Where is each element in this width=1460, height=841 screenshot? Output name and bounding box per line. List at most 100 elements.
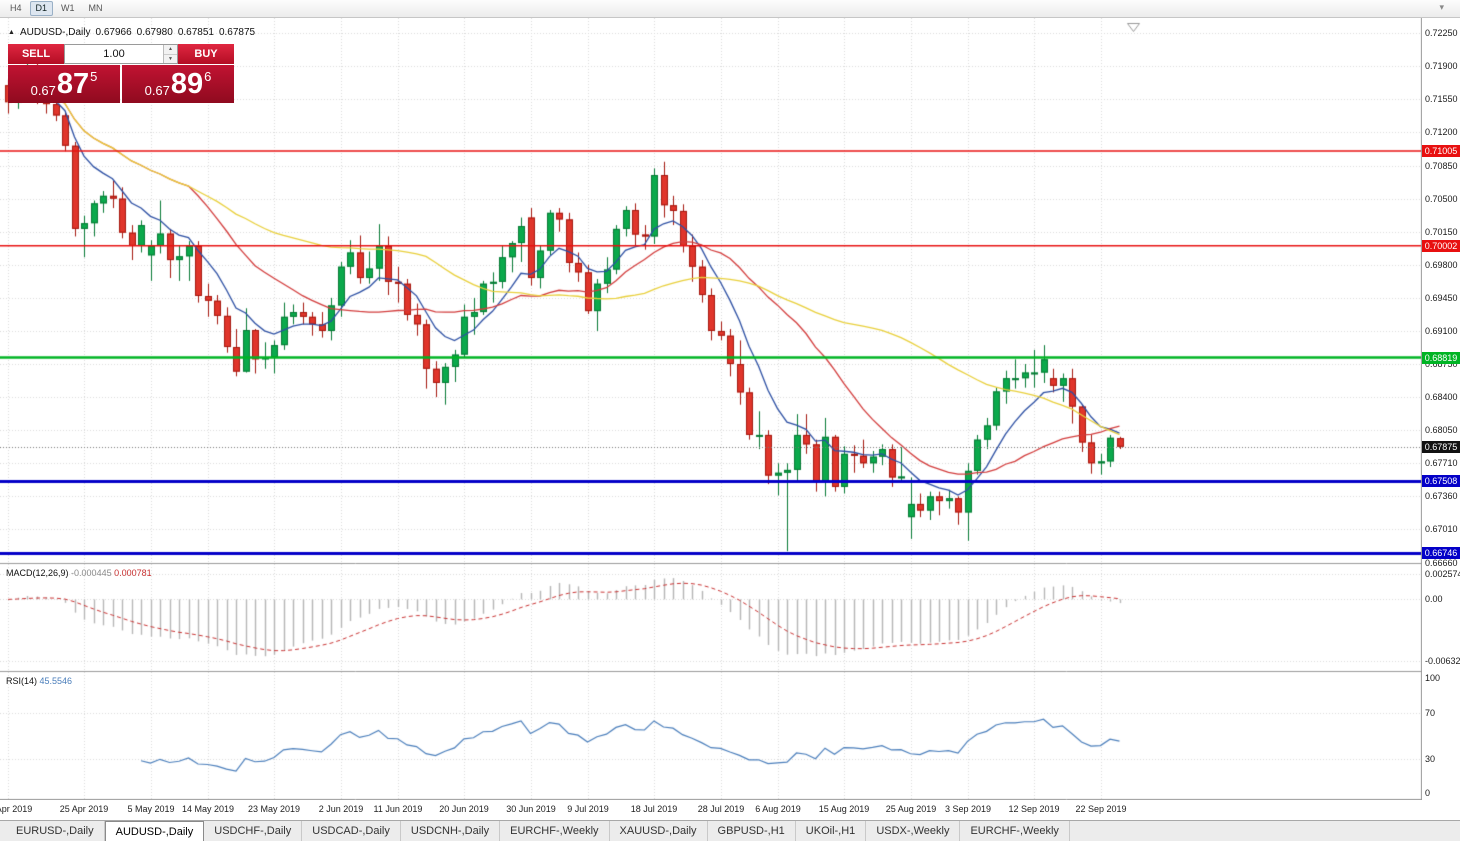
date-label: 25 Aug 2019 xyxy=(885,804,937,814)
ohlc-high: 0.67980 xyxy=(136,27,173,38)
date-label: 28 Jul 2019 xyxy=(697,804,745,814)
tab-audusd-daily[interactable]: AUDUSD-,Daily xyxy=(104,821,205,841)
rsi-tick-label: 100 xyxy=(1425,673,1441,683)
current-price-tag: 0.67875 xyxy=(1422,441,1460,453)
date-label: 3 Sep 2019 xyxy=(944,804,992,814)
ohlc-low: 0.67851 xyxy=(177,27,214,38)
ohlc-close: 0.67875 xyxy=(218,27,256,38)
rsi-tick-label: 70 xyxy=(1425,708,1436,718)
price-tick-label: 0.66660 xyxy=(1425,558,1458,568)
macd-main-value: -0.000445 xyxy=(71,568,112,578)
sell-price-base: 0.67 xyxy=(30,83,56,98)
date-label: 18 Jul 2019 xyxy=(630,804,678,814)
chart-header: ▲ AUDUSD-,Daily 0.67966 0.67980 0.67851 … xyxy=(8,27,255,38)
tab-ukoil-h1[interactable]: UKOil-,H1 xyxy=(796,821,867,841)
date-label: 23 May 2019 xyxy=(247,804,301,814)
macd-tick-label: 0.00 xyxy=(1425,594,1443,604)
date-label: 6 Aug 2019 xyxy=(755,804,801,814)
macd-tick-label: -0.006326 xyxy=(1425,656,1460,666)
tab-eurusd-daily[interactable]: EURUSD-,Daily xyxy=(6,821,105,841)
price-tick-label: 0.68400 xyxy=(1425,392,1458,402)
macd-signal-value: 0.000781 xyxy=(114,568,152,578)
date-label: 2 Jun 2019 xyxy=(318,804,364,814)
date-label: 30 Jun 2019 xyxy=(506,804,556,814)
price-tick-label: 0.71550 xyxy=(1425,94,1458,104)
date-label: 20 Jun 2019 xyxy=(439,804,489,814)
price-tag-0.71005[interactable]: 0.71005 xyxy=(1422,145,1460,157)
ohlc-open: 0.67966 xyxy=(95,27,132,38)
macd-label: MACD(12,26,9) -0.000445 0.000781 xyxy=(6,568,152,578)
tab-xauusd-daily[interactable]: XAUUSD-,Daily xyxy=(610,821,708,841)
period-button-w1[interactable]: W1 xyxy=(61,3,75,13)
rsi-value: 45.5546 xyxy=(39,676,73,686)
price-tick-label: 0.71900 xyxy=(1425,61,1458,71)
tab-usdcad-daily[interactable]: USDCAD-,Daily xyxy=(302,821,401,841)
sell-price-big: 87 xyxy=(56,68,90,100)
tab-usdcnh-daily[interactable]: USDCNH-,Daily xyxy=(401,821,501,841)
price-tick-label: 0.69800 xyxy=(1425,260,1458,270)
period-button-h4[interactable]: H4 xyxy=(10,3,22,13)
period-button-d1[interactable]: D1 xyxy=(29,1,54,16)
price-tick-label: 0.67710 xyxy=(1425,458,1458,468)
price-tick-label: 0.70150 xyxy=(1425,227,1458,237)
price-axis[interactable]: 0.72250 0.71900 0.71550 0.71200 0.70850 0.705… xyxy=(1422,18,1460,820)
rsi-name: RSI(14) xyxy=(6,676,38,686)
chart-window: ▲ AUDUSD-,Daily 0.67966 0.67980 0.67851 … xyxy=(0,18,1460,841)
price-tick-label: 0.67360 xyxy=(1425,491,1458,501)
one-click-collapse-icon[interactable]: ▲ xyxy=(8,29,15,36)
volume-value[interactable]: 1.00 xyxy=(103,48,125,60)
symbol-tabs: EURUSD-,Daily AUDUSD-,Daily USDCHF-,Daily U… xyxy=(0,820,1460,841)
date-label: 22 Sep 2019 xyxy=(1075,804,1127,814)
volume-up-icon[interactable]: ▲ xyxy=(164,45,177,55)
volume-stepper[interactable]: ▲ ▼ xyxy=(163,45,177,63)
period-button-mn[interactable]: MN xyxy=(88,3,103,13)
one-click-trading-widget: SELL 1.00 ▲ ▼ BUY 0.67 87 5 0.67 89 6 xyxy=(8,44,234,103)
tab-gbpusd-h1[interactable]: GBPUSD-,H1 xyxy=(708,821,796,841)
date-label: 14 May 2019 xyxy=(181,804,235,814)
toolbar-overflow-icon[interactable]: ▾ xyxy=(1439,2,1444,12)
sell-price-box[interactable]: 0.67 87 5 xyxy=(8,65,120,103)
price-tick-label: 0.68050 xyxy=(1425,425,1458,435)
sell-price-sup: 5 xyxy=(90,69,98,84)
price-tick-label: 0.71200 xyxy=(1425,127,1458,137)
price-tick-label: 0.70500 xyxy=(1425,194,1458,204)
price-tick-label: 0.69100 xyxy=(1425,326,1458,336)
price-tick-label: 0.69450 xyxy=(1425,293,1458,303)
date-label: 15 Aug 2019 xyxy=(818,804,870,814)
tab-eurchf-weekly[interactable]: EURCHF-,Weekly xyxy=(960,821,1070,841)
macd-tick-label: 0.002574 xyxy=(1425,569,1460,579)
date-label: 11 Jun 2019 xyxy=(373,804,423,814)
top-toolbar: H4 D1 W1 MN ▾ xyxy=(0,0,1460,18)
rsi-label: RSI(14) 45.5546 xyxy=(6,676,72,686)
buy-price-base: 0.67 xyxy=(144,83,170,98)
date-label: 5 May 2019 xyxy=(127,804,175,814)
macd-name: MACD(12,26,9) xyxy=(6,568,69,578)
date-label: 9 Jul 2019 xyxy=(567,804,609,814)
date-axis[interactable]: 15 Apr 2019 25 Apr 2019 5 May 2019 14 May 2… xyxy=(0,800,1422,820)
chart-symbol-label: AUDUSD-,Daily xyxy=(19,27,91,38)
date-label: 12 Sep 2019 xyxy=(1008,804,1060,814)
sell-button[interactable]: SELL xyxy=(8,44,64,64)
date-label: 25 Apr 2019 xyxy=(59,804,109,814)
price-tick-label: 0.67010 xyxy=(1425,524,1458,534)
price-tag-0.70002[interactable]: 0.70002 xyxy=(1422,240,1460,252)
buy-price-sup: 6 xyxy=(204,69,212,84)
tab-usdx-weekly[interactable]: USDX-,Weekly xyxy=(866,821,961,841)
price-tag-0.68819[interactable]: 0.68819 xyxy=(1422,352,1460,364)
volume-down-icon[interactable]: ▼ xyxy=(164,54,177,63)
tab-eurchf-weekly[interactable]: EURCHF-,Weekly xyxy=(500,821,610,841)
rsi-tick-label: 30 xyxy=(1425,754,1436,764)
main-chart-canvas[interactable] xyxy=(0,18,1422,800)
price-tick-label: 0.70850 xyxy=(1425,161,1458,171)
rsi-tick-label: 0 xyxy=(1425,788,1431,798)
tab-usdchf-daily[interactable]: USDCHF-,Daily xyxy=(204,821,303,841)
price-tick-label: 0.72250 xyxy=(1425,28,1458,38)
price-tag-0.67508[interactable]: 0.67508 xyxy=(1422,475,1460,487)
price-tag-0.66746[interactable]: 0.66746 xyxy=(1422,547,1460,559)
buy-price-big: 89 xyxy=(170,68,204,100)
date-label: 15 Apr 2019 xyxy=(0,804,33,814)
buy-price-box[interactable]: 0.67 89 6 xyxy=(122,65,234,103)
buy-button[interactable]: BUY xyxy=(178,44,234,64)
volume-field[interactable]: 1.00 ▲ ▼ xyxy=(64,44,178,64)
price-tick-label: 0.68750 xyxy=(1425,359,1458,369)
